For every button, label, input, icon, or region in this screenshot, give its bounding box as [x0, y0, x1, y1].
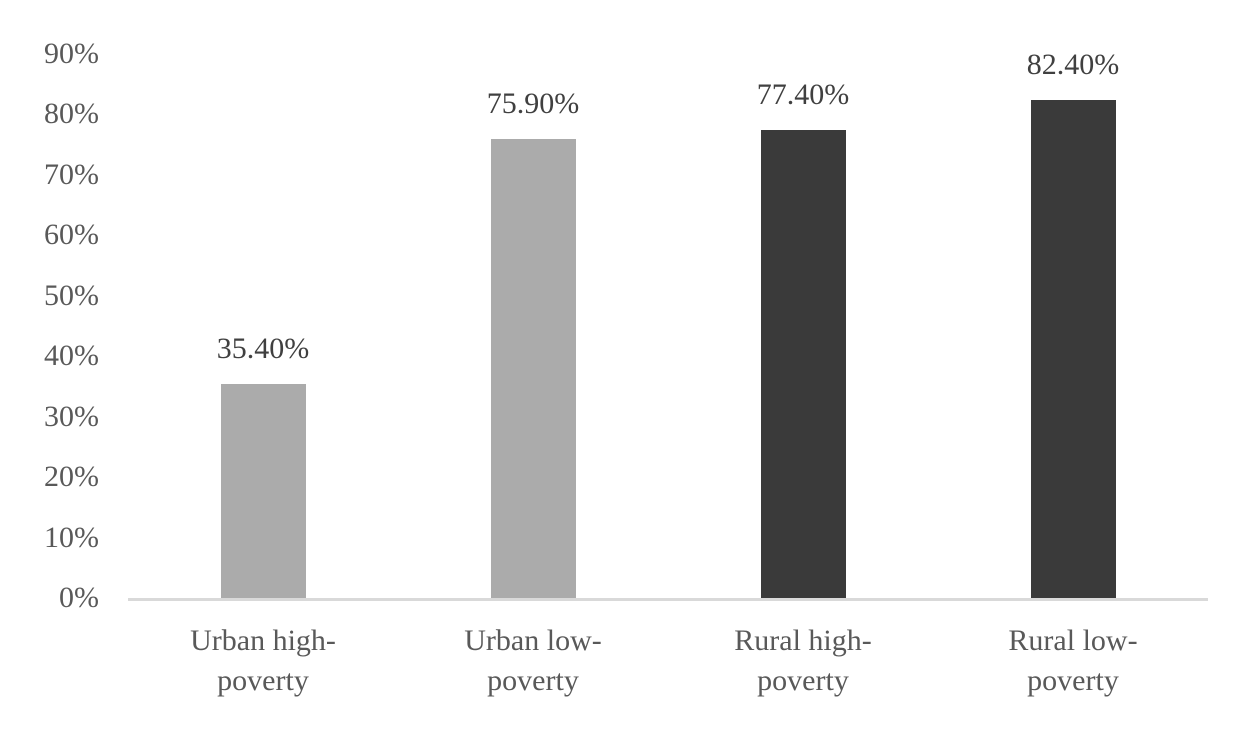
- y-tick-label: 60%: [44, 218, 99, 252]
- y-tick-label: 80%: [44, 97, 99, 131]
- y-tick-label: 30%: [44, 399, 99, 433]
- bar-rural-high-poverty: [761, 130, 846, 598]
- y-tick-label: 20%: [44, 460, 99, 494]
- y-tick-label: 40%: [44, 339, 99, 373]
- y-tick-label: 70%: [44, 157, 99, 191]
- x-tick-label: Rural high- poverty: [734, 624, 872, 697]
- x-tick-label: Urban high- poverty: [190, 624, 336, 697]
- x-tick-label: Rural low- poverty: [1008, 624, 1138, 697]
- y-tick-label: 50%: [44, 278, 99, 312]
- bar-urban-low-poverty: [491, 139, 576, 598]
- x-tick-label: Urban low- poverty: [464, 624, 602, 697]
- bar-rural-low-poverty: [1031, 100, 1116, 598]
- y-tick-label: 10%: [44, 520, 99, 554]
- bar-urban-high-poverty: [221, 384, 306, 598]
- data-label: 35.40%: [216, 332, 310, 365]
- data-label: 75.90%: [486, 87, 580, 120]
- y-tick-label: 0%: [59, 581, 99, 614]
- data-label: 77.40%: [756, 78, 850, 111]
- y-tick-label: 90%: [44, 37, 99, 70]
- x-axis-line: [128, 598, 1208, 601]
- data-label: 82.40%: [1026, 48, 1120, 81]
